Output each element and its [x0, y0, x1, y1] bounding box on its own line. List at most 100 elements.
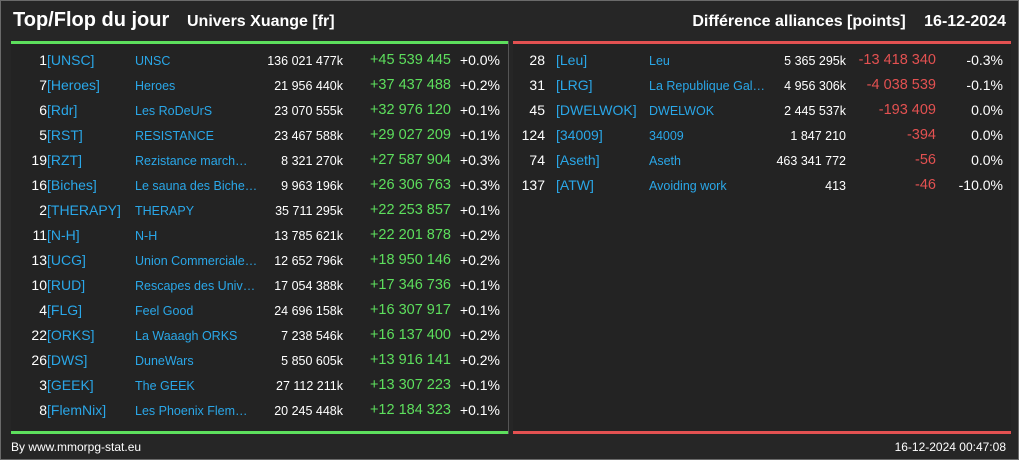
percent-cell: +0.0% [459, 52, 500, 68]
table-row: 26 [DWS] DuneWars 5 850 605k +13 916 141 +0.2… [11, 349, 508, 374]
table-row: 13 [UCG] Union Commerciale… 12 652 796k +18 … [11, 249, 508, 274]
table-row: 4 [FLG] Feel Good 24 696 158k +16 307 917 +0.… [11, 299, 508, 324]
points-cell: 27 112 211k [276, 379, 343, 393]
percent-cell: +0.1% [459, 102, 500, 118]
alliance-tag-link[interactable]: [N-H] [47, 227, 80, 243]
table-row: 7 [Heroes] Heroes 21 956 440k +37 437 488 +0.… [11, 74, 508, 99]
diff-cell: +45 539 445 [369, 52, 451, 68]
points-cell: 7 238 546k [281, 329, 343, 343]
alliance-tag-link[interactable]: [ORKS] [47, 327, 95, 343]
table-row: 3 [GEEK] The GEEK 27 112 211k +13 307 223 +0.… [11, 374, 508, 399]
alliance-tag-link[interactable]: [Aseth] [556, 152, 600, 168]
diff-cell: +32 976 120 [369, 102, 451, 118]
top-list: 1 [UNSC] UNSC 136 021 477k +45 539 445 +0.0% 7… [11, 49, 508, 424]
alliance-tag-link[interactable]: [34009] [556, 127, 603, 143]
points-cell: 5 365 295k [784, 54, 846, 68]
alliance-tag-link[interactable]: [RZT] [47, 152, 82, 168]
percent-cell: 0.0% [971, 152, 1003, 168]
percent-cell: -0.3% [966, 52, 1003, 68]
diff-cell: +13 916 141 [369, 352, 451, 368]
table-row: 8 [FlemNix] Les Phoenix Flem… 20 245 448k +1… [11, 399, 508, 424]
header-right: Différence alliances [points] 16-12-2024 [692, 13, 1006, 31]
points-cell: 4 956 306k [784, 79, 846, 93]
alliance-tag-link[interactable]: [FLG] [47, 302, 83, 318]
top-panel-bar-top [11, 41, 508, 44]
points-cell: 35 711 295k [275, 204, 343, 218]
alliance-tag-link[interactable]: [Biches] [47, 177, 97, 193]
rank-cell: 137 [521, 177, 545, 193]
rank-cell: 1 [39, 52, 47, 68]
percent-cell: +0.3% [459, 152, 500, 168]
rank-cell: 26 [31, 352, 47, 368]
flop-panel-bar-top [513, 41, 1011, 44]
alliance-tag-link[interactable]: [RUD] [47, 277, 86, 293]
server-name: Univers Xuange [fr] [187, 13, 335, 30]
points-cell: 463 341 772 [776, 154, 846, 168]
metric-label: Différence alliances [points] [692, 13, 906, 30]
table-row: 19 [RZT] Rezistance march… 8 321 270k +27 58… [11, 149, 508, 174]
percent-cell: +0.1% [459, 277, 500, 293]
alliance-tag-link[interactable]: [RST] [47, 127, 83, 143]
page-title: Top/Flop du jour [13, 9, 170, 31]
alliance-tag-link[interactable]: [THERAPY] [47, 202, 121, 218]
diff-cell: -46 [915, 177, 936, 193]
alliance-tag-link[interactable]: [Heroes] [47, 77, 100, 93]
points-cell: 23 070 555k [274, 104, 343, 118]
rank-cell: 13 [31, 252, 47, 268]
percent-cell: +0.2% [459, 352, 500, 368]
percent-cell: +0.2% [459, 227, 500, 243]
percent-cell: +0.2% [459, 252, 500, 268]
table-row: 137 [ATW] Avoiding work 413 -46 -10.0% [513, 174, 1011, 199]
alliance-tag-link[interactable]: [DWS] [47, 352, 88, 368]
diff-cell: -13 418 340 [858, 52, 936, 68]
alliance-tag-link[interactable]: [Rdr] [47, 102, 78, 118]
table-row: 31 [LRG] La Republique Gala… 4 956 306k -4 0… [513, 74, 1011, 99]
top-panel: 1 [UNSC] UNSC 136 021 477k +45 539 445 +0.0% 7… [11, 41, 509, 434]
rank-cell: 16 [31, 177, 47, 193]
alliance-tag-link[interactable]: [DWELWOK] [556, 102, 637, 118]
diff-cell: +29 027 209 [369, 127, 451, 143]
rank-cell: 45 [529, 102, 545, 118]
rank-cell: 22 [31, 327, 47, 343]
table-row: 45 [DWELWOK] DWELWOK 2 445 537k -193 409 0.0% [513, 99, 1011, 124]
table-row: 22 [ORKS] La Waaagh ORKS 7 238 546k +16 137 … [11, 324, 508, 349]
table-row: 16 [Biches] Le sauna des Biche… 9 963 196k +… [11, 174, 508, 199]
rank-cell: 11 [32, 227, 47, 243]
rank-cell: 74 [529, 152, 545, 168]
table-row: 10 [RUD] Rescapes des Univ… 17 054 388k +17 … [11, 274, 508, 299]
points-cell: 5 850 605k [281, 354, 343, 368]
rank-cell: 31 [529, 77, 545, 93]
percent-cell: +0.3% [459, 177, 500, 193]
footer-timestamp: 16-12-2024 00:47:08 [894, 440, 1006, 454]
rank-cell: 4 [39, 302, 47, 318]
alliance-tag-link[interactable]: [GEEK] [47, 377, 94, 393]
points-cell: 1 847 210 [790, 129, 846, 143]
table-row: 5 [RST] RESISTANCE 23 467 588k +29 027 209 +0… [11, 124, 508, 149]
diff-cell: +17 346 736 [369, 277, 451, 293]
percent-cell: +0.1% [459, 302, 500, 318]
rank-cell: 3 [39, 377, 47, 393]
alliance-tag-link[interactable]: [LRG] [556, 77, 593, 93]
rank-cell: 8 [39, 402, 47, 418]
table-row: 74 [Aseth] Aseth 463 341 772 -56 0.0% [513, 149, 1011, 174]
alliance-tag-link[interactable]: [UNSC] [47, 52, 95, 68]
diff-cell: +18 950 146 [369, 252, 451, 268]
alliance-tag-link[interactable]: [FlemNix] [47, 402, 107, 418]
points-cell: 20 245 448k [274, 404, 343, 418]
rank-cell: 7 [39, 77, 47, 93]
rank-cell: 10 [31, 277, 47, 293]
alliance-tag-link[interactable]: [ATW] [556, 177, 594, 193]
points-cell: 136 021 477k [267, 54, 343, 68]
percent-cell: +0.1% [459, 402, 500, 418]
points-cell: 8 321 270k [281, 154, 343, 168]
percent-cell: +0.1% [459, 202, 500, 218]
alliance-tag-link[interactable]: [UCG] [47, 252, 86, 268]
points-cell: 17 054 388k [274, 279, 343, 293]
alliance-tag-link[interactable]: [Leu] [556, 52, 588, 68]
flop-panel: 28 [Leu] Leu 5 365 295k -13 418 340 -0.3% 31 [L… [513, 41, 1011, 434]
rank-cell: 5 [39, 127, 47, 143]
flop-list: 28 [Leu] Leu 5 365 295k -13 418 340 -0.3% 31 [L… [513, 49, 1011, 199]
flop-panel-bar-bottom [513, 431, 1011, 434]
rank-cell: 124 [521, 127, 545, 143]
